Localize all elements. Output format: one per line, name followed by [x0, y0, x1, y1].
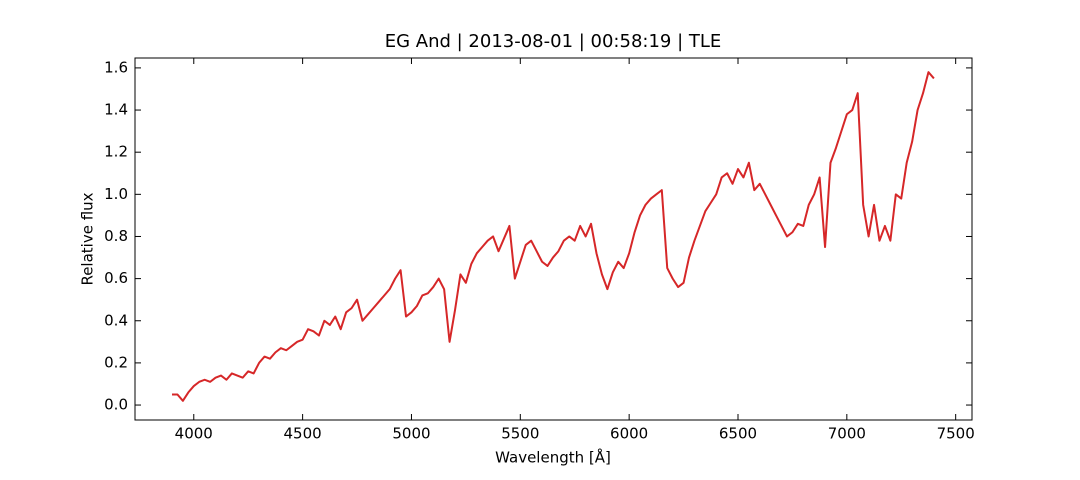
x-axis-label: Wavelength [Å]	[495, 448, 611, 467]
chart-title: EG And | 2013-08-01 | 00:58:19 | TLE	[385, 31, 722, 52]
y-tick-label: 0.4	[104, 311, 128, 329]
x-tick-label: 6500	[719, 425, 757, 443]
x-tick-label: 4000	[175, 425, 213, 443]
x-tick-label: 4500	[284, 425, 322, 443]
spectrum-line	[172, 71, 935, 402]
y-tick-label: 0.8	[104, 227, 128, 245]
y-axis-label: Relative flux	[79, 192, 97, 285]
plot-frame	[134, 57, 973, 421]
x-tick-label: 7000	[828, 425, 866, 443]
x-tick-label: 6000	[610, 425, 648, 443]
y-tick-label: 1.2	[104, 143, 128, 161]
y-tick-label: 0.0	[104, 396, 128, 414]
y-tick-label: 1.0	[104, 185, 128, 203]
y-tick-label: 0.6	[104, 269, 128, 287]
y-tick-label: 1.4	[104, 101, 128, 119]
x-tick-label: 5500	[501, 425, 539, 443]
x-tick-label: 7500	[937, 425, 975, 443]
y-tick-label: 1.6	[104, 58, 128, 76]
y-tick-label: 0.2	[104, 353, 128, 371]
x-tick-label: 5000	[392, 425, 430, 443]
